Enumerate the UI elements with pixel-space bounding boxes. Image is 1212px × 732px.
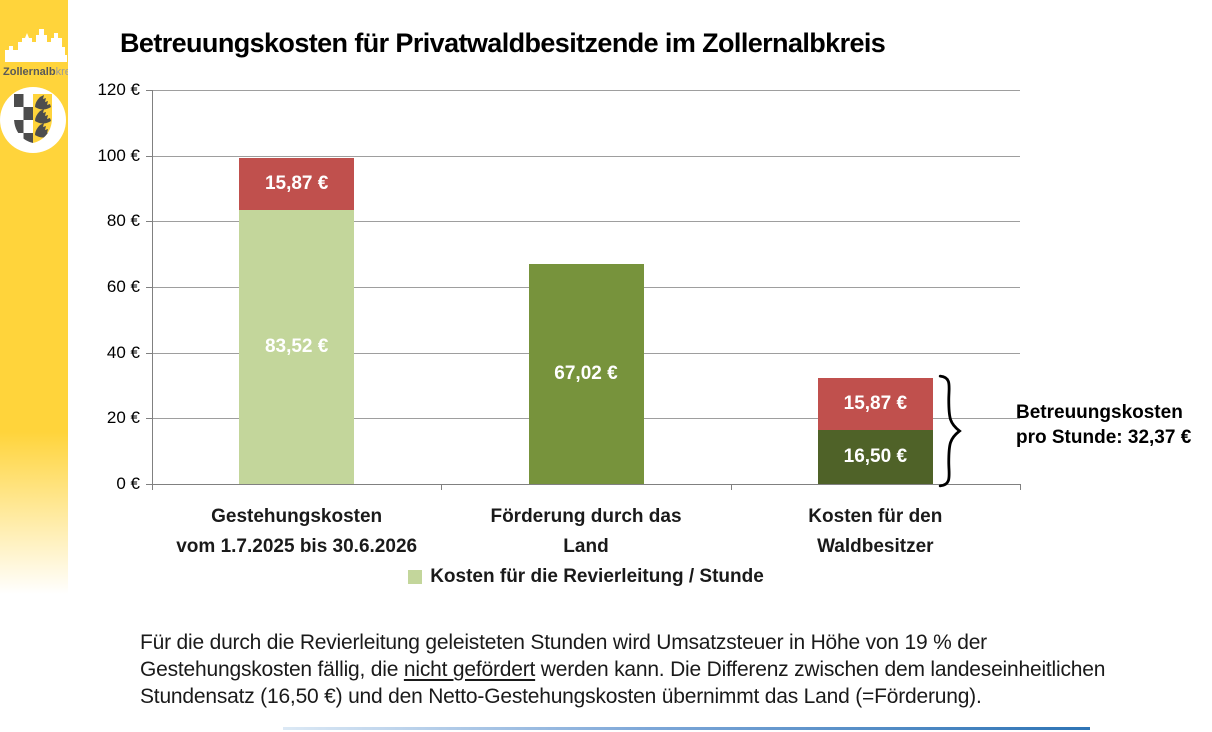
x-axis-line bbox=[152, 484, 1020, 485]
logo-wordmark: Zollernalbkreis bbox=[3, 66, 68, 78]
y-axis-tick bbox=[146, 90, 152, 91]
gridline bbox=[152, 221, 1020, 223]
annotation-line1: Betreuungskosten bbox=[1016, 402, 1183, 423]
legend-label: Kosten für die Revierleitung / Stunde bbox=[430, 566, 764, 587]
bar-segment: 15,87 € bbox=[817, 377, 933, 430]
y-axis-tick bbox=[146, 155, 152, 157]
category-label-line: Gestehungskosten bbox=[211, 506, 383, 527]
y-axis-tick bbox=[146, 418, 152, 420]
coat-of-arms-shield bbox=[14, 94, 52, 143]
footer-note: Für die durch die Revierleitung geleiste… bbox=[140, 629, 1210, 710]
x-axis-tick bbox=[441, 484, 443, 490]
category-label-line: Kosten für den bbox=[808, 506, 943, 527]
bar-value-label: 15,87 € bbox=[264, 172, 329, 194]
x-axis-category-label: Kosten für den Waldbesitzer bbox=[808, 502, 942, 562]
y-axis-tick bbox=[146, 352, 152, 354]
footer-line2-underlined: nicht gefördert bbox=[403, 658, 536, 681]
category-label-line: Förderung durch das bbox=[490, 506, 682, 527]
y-axis-label: 120 € bbox=[97, 80, 140, 99]
annotation-betreuungskosten: Betreuungskosten pro Stunde: 32,37 € bbox=[1016, 400, 1191, 450]
legend-swatch-icon bbox=[408, 570, 423, 584]
x-axis-category-label: Förderung durch das Land bbox=[490, 502, 681, 562]
bar-segment: 83,52 € bbox=[239, 209, 355, 484]
x-axis-tick bbox=[152, 484, 153, 490]
y-axis-tick bbox=[146, 287, 152, 288]
castle-skyline-icon bbox=[5, 29, 67, 62]
bar-value-label: 16,50 € bbox=[843, 445, 908, 467]
y-axis-label: 100 € bbox=[97, 145, 140, 165]
bar-segment: 15,87 € bbox=[239, 157, 355, 210]
y-axis-label: 0 € bbox=[116, 474, 140, 493]
y-axis-line bbox=[152, 90, 153, 484]
footer-line2-post: werden kann. Die Differenz zwischen dem … bbox=[535, 658, 1106, 681]
annotation-line2: pro Stunde: 32,37 € bbox=[1016, 427, 1192, 448]
y-axis-label: 20 € bbox=[106, 408, 140, 428]
gridline bbox=[152, 90, 1020, 91]
bar-segment: 67,02 € bbox=[528, 263, 644, 484]
antlers-icon bbox=[35, 95, 51, 138]
x-axis-tick bbox=[730, 484, 732, 490]
y-axis-label: 40 € bbox=[106, 342, 140, 362]
brace-icon bbox=[938, 374, 962, 488]
gridline bbox=[152, 155, 1020, 157]
bar-value-label: 67,02 € bbox=[554, 362, 618, 384]
footer-line2-pre: Gestehungskosten fällig, die bbox=[140, 658, 404, 681]
x-axis-tick bbox=[1020, 484, 1021, 490]
footer-line1: Für die durch die Revierleitung geleiste… bbox=[140, 631, 987, 654]
chart-legend: Kosten für die Revierleitung / Stunde bbox=[152, 566, 1020, 588]
y-axis-label: 80 € bbox=[106, 211, 140, 231]
bar-value-label: 83,52 € bbox=[264, 335, 329, 357]
bar-segment: 16,50 € bbox=[817, 429, 933, 484]
bar-value-label: 15,87 € bbox=[843, 392, 908, 414]
page-title: Betreuungskosten für Privatwaldbesitzend… bbox=[120, 28, 886, 58]
y-axis-label: 60 € bbox=[106, 277, 140, 296]
category-label-line: vom 1.7.2025 bis 30.6.2026 bbox=[176, 536, 418, 557]
footer-line3: Stundensatz (16,50 €) und den Netto-Gest… bbox=[140, 685, 982, 708]
category-label-line: Waldbesitzer bbox=[817, 536, 934, 557]
zollernalbkreis-logo-icon: Zollernalbkreis bbox=[0, 29, 68, 153]
y-axis-tick bbox=[146, 484, 152, 485]
y-axis-tick bbox=[146, 221, 152, 223]
bottom-accent-line bbox=[283, 727, 1090, 730]
brand-band: Zollernalbkreis bbox=[0, 0, 68, 600]
x-axis-category-label: Gestehungskosten vom 1.7.2025 bis 30.6.20… bbox=[176, 502, 417, 562]
category-label-line: Land bbox=[563, 536, 609, 557]
